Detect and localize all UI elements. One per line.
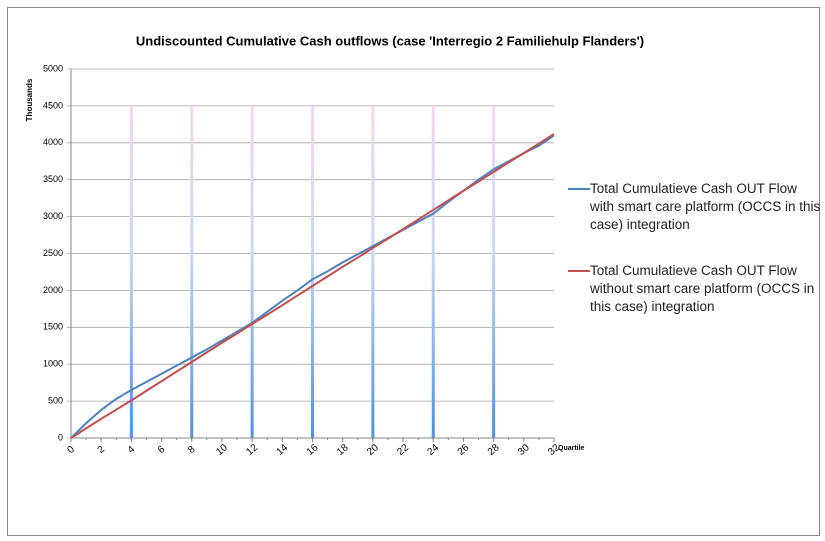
y-tick-label: 1500 (43, 322, 63, 332)
y-axis-title: Thousands (25, 78, 34, 121)
column (431, 105, 435, 439)
y-tick-label: 4500 (43, 100, 63, 110)
column (250, 105, 254, 439)
y-tick-label: 3500 (43, 174, 63, 184)
y-tick-label: 2000 (43, 285, 63, 295)
y-tick-label: 500 (48, 395, 63, 405)
x-tick-label: 6 (156, 444, 168, 456)
y-tick-label: 5000 (43, 63, 63, 73)
chart-border (7, 7, 820, 536)
legend-label: Total Cumulatieve Cash OUT Flow with sma… (590, 181, 821, 232)
x-tick-label: 0 (65, 444, 77, 456)
x-tick-label: 4 (126, 444, 138, 456)
series-line (70, 134, 555, 439)
x-axis-title: Quartile (558, 445, 585, 452)
x-tick-label: 2 (96, 444, 108, 456)
series-line (70, 133, 555, 439)
column (371, 105, 375, 439)
y-tick-label: 1000 (43, 359, 63, 369)
chart-title: Undiscounted Cumulative Cash outflows (c… (136, 33, 644, 48)
y-tick-label: 4000 (43, 137, 63, 147)
y-tick-label: 3000 (43, 211, 63, 221)
x-tick-label: 8 (186, 444, 198, 456)
column (311, 105, 314, 439)
column (190, 105, 194, 439)
column (492, 105, 496, 439)
legend-label: Total Cumulatieve Cash OUT Flow without … (590, 263, 815, 314)
y-tick-label: 0 (58, 432, 63, 442)
column (129, 105, 133, 439)
y-tick-label: 2500 (43, 248, 63, 258)
